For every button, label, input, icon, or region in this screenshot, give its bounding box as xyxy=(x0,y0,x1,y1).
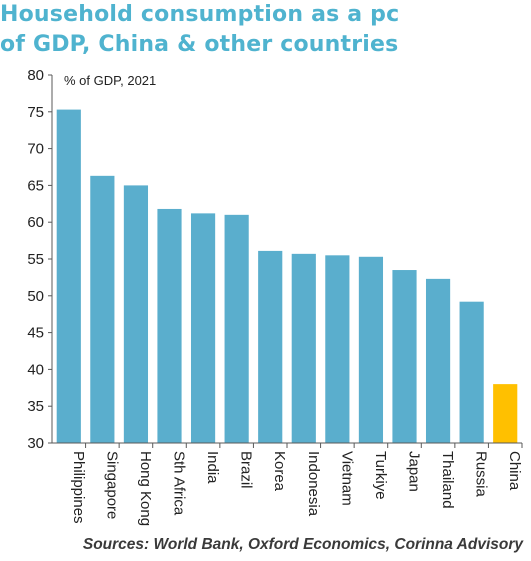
y-tick-label: 60 xyxy=(27,214,44,231)
x-tick-label: Japan xyxy=(406,451,423,492)
x-tick-label: Singapore xyxy=(103,451,120,519)
bar-thailand xyxy=(425,278,451,443)
chart-title: Household consumption as a pc of GDP, Ch… xyxy=(0,0,531,60)
x-axis: Philippines Singapore Hong Kong Sth Africa I… xyxy=(52,442,523,526)
x-tick-label: Sth Africa xyxy=(171,451,188,516)
bar-sth-africa xyxy=(157,208,182,443)
x-tick-label: Korea xyxy=(271,451,288,492)
bar-korea xyxy=(258,250,283,443)
y-tick-label: 80 xyxy=(27,67,44,84)
bar-hong-kong xyxy=(123,185,149,443)
bar-india xyxy=(190,213,216,443)
bars-group xyxy=(56,109,518,443)
chart-title-line-1: Household consumption as a pc xyxy=(0,2,400,27)
x-tick-label: Philippines xyxy=(70,451,87,524)
y-tick-label: 30 xyxy=(27,435,44,452)
y-tick-label: 75 xyxy=(27,104,44,121)
x-tick-label: Brazil xyxy=(238,451,255,489)
y-tick-label: 35 xyxy=(27,398,44,415)
y-axis-unit-label: % of GDP, 2021 xyxy=(64,73,156,88)
y-tick-label: 70 xyxy=(27,141,44,158)
x-tick-label: Vietnam xyxy=(338,451,355,506)
bar-china xyxy=(493,384,518,443)
y-tick-label: 45 xyxy=(27,325,44,342)
bar-turkiye xyxy=(358,256,384,443)
chart-title-line-2: of GDP, China & other countries xyxy=(0,32,399,57)
y-tick-label: 40 xyxy=(27,361,44,378)
y-tick-label: 50 xyxy=(27,288,44,305)
x-tick-label: Indonesia xyxy=(305,451,322,517)
bar-russia xyxy=(459,301,484,443)
y-axis: 30 35 40 45 50 55 60 65 70 75 80 xyxy=(27,67,53,452)
x-tick-label: Thailand xyxy=(439,451,456,509)
x-tick-label: India xyxy=(204,451,221,484)
bar-philippines xyxy=(56,109,81,443)
bar-singapore xyxy=(90,175,115,443)
bar-indonesia xyxy=(291,253,316,443)
x-tick-label: Hong Kong xyxy=(137,451,154,526)
x-tick-label: Russia xyxy=(473,451,490,498)
x-tick-label: China xyxy=(506,451,523,491)
y-tick-label: 55 xyxy=(27,251,44,268)
y-tick-label: 65 xyxy=(27,177,44,194)
source-note: Sources: World Bank, Oxford Economics, C… xyxy=(82,536,523,553)
bar-brazil xyxy=(224,214,249,443)
x-tick-label: Turkiye xyxy=(372,451,389,500)
bar-vietnam xyxy=(325,255,350,443)
bar-japan xyxy=(392,270,417,443)
